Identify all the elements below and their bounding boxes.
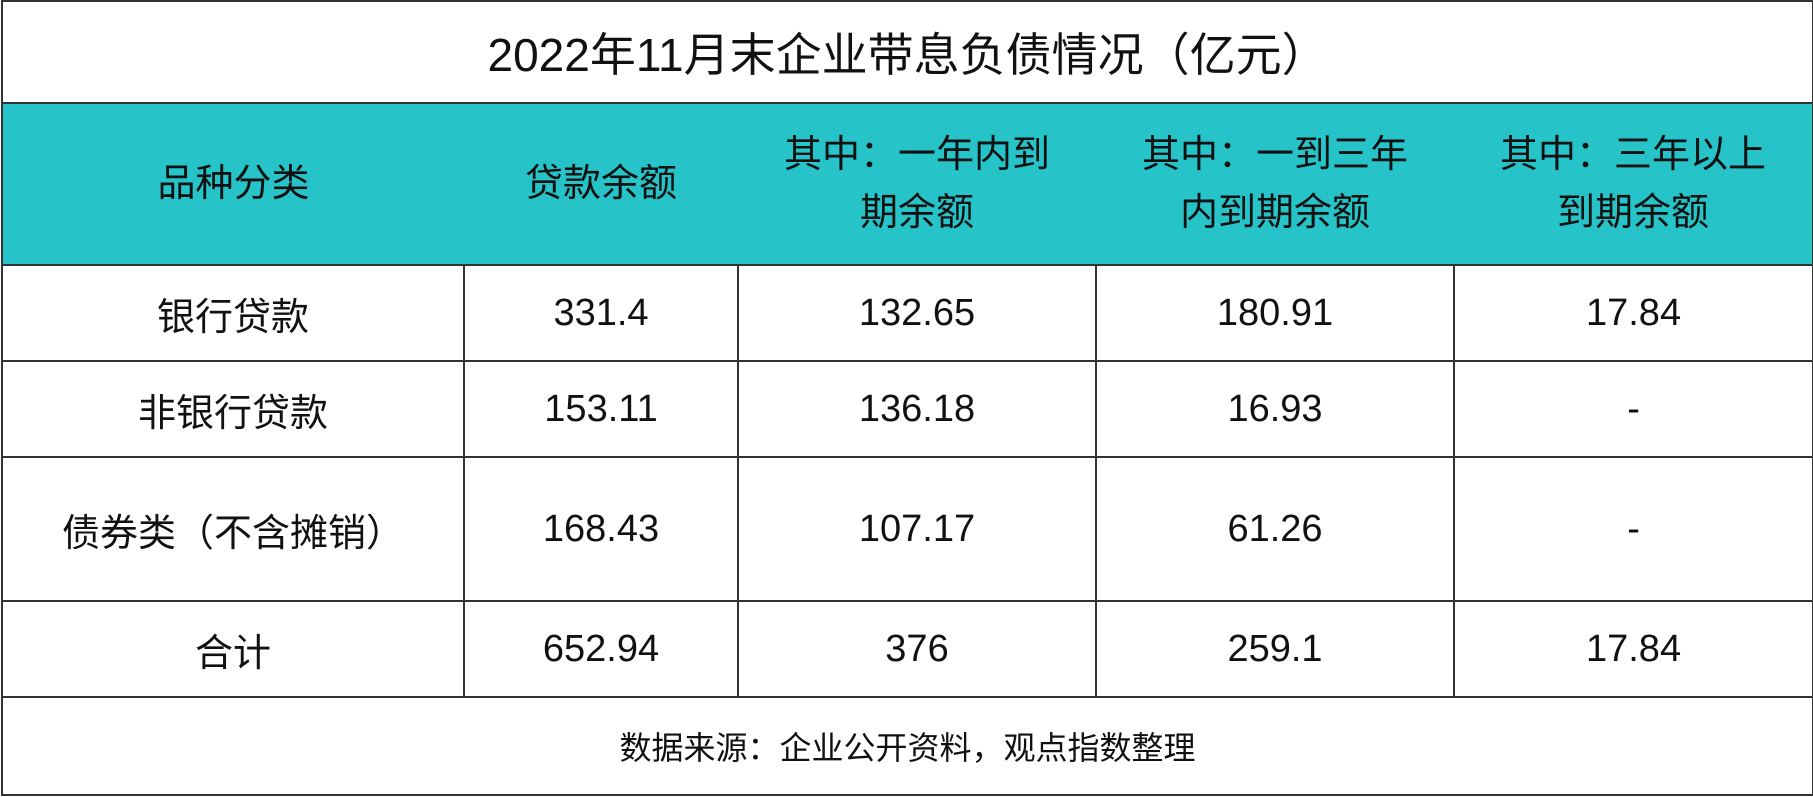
row-label: 合计 xyxy=(1,600,465,698)
header-text: 期余额 xyxy=(859,192,974,234)
table-title: 2022年11月末企业带息负债情况（亿元） xyxy=(0,0,1813,104)
row-label: 银行贷款 xyxy=(1,264,465,362)
table-cell: 61.26 xyxy=(1095,456,1455,602)
table-cell: 652.94 xyxy=(463,600,739,698)
table-cell: 17.84 xyxy=(1452,600,1813,698)
table-cell: 136.18 xyxy=(737,360,1097,458)
header-cell: 其中：一到三年 内到期余额 xyxy=(1096,102,1454,266)
row-label: 债券类（不含摊销） xyxy=(1,456,465,602)
table-cell: 132.65 xyxy=(737,264,1097,362)
table-cell: - xyxy=(1452,360,1813,458)
table-cell: 17.84 xyxy=(1452,264,1813,362)
header-text: 内到期余额 xyxy=(1179,192,1370,234)
header-cell: 其中：三年以上 到期余额 xyxy=(1454,102,1813,266)
header-text: 贷款余额 xyxy=(524,163,677,205)
table-cell: - xyxy=(1452,456,1813,602)
table-cell: 331.4 xyxy=(463,264,739,362)
header-text: 其中：一到三年 xyxy=(1141,134,1408,176)
table-row: 银行贷款 331.4 132.65 180.91 17.84 xyxy=(1,264,1813,362)
table-cell: 376 xyxy=(737,600,1097,698)
total-row: 合计 652.94 376 259.1 17.84 xyxy=(1,600,1813,698)
row-label: 非银行贷款 xyxy=(1,360,465,458)
header-row: 品种分类 贷款余额 其中：一年内到 期余额 其中：一到三年 内到期余额 其中：三年以… xyxy=(1,102,1813,266)
table-row: 债券类（不含摊销） 168.43 107.17 61.26 - xyxy=(1,456,1813,602)
header-text: 其中：三年以上 xyxy=(1500,134,1767,176)
table-cell: 180.91 xyxy=(1095,264,1455,362)
header-text: 品种分类 xyxy=(157,163,310,205)
header-cell: 贷款余额 xyxy=(464,102,738,266)
source-note: 数据来源：企业公开资料，观点指数整理 xyxy=(0,696,1813,796)
header-text: 其中：一年内到 xyxy=(783,134,1050,176)
header-text: 到期余额 xyxy=(1557,192,1710,234)
table-cell: 107.17 xyxy=(737,456,1097,602)
table-cell: 168.43 xyxy=(463,456,739,602)
table-cell: 259.1 xyxy=(1095,600,1455,698)
header-cell: 其中：一年内到 期余额 xyxy=(738,102,1096,266)
table-row: 非银行贷款 153.11 136.18 16.93 - xyxy=(1,360,1813,458)
header-cell: 品种分类 xyxy=(1,102,464,266)
table-cell: 16.93 xyxy=(1095,360,1455,458)
table-cell: 153.11 xyxy=(463,360,739,458)
